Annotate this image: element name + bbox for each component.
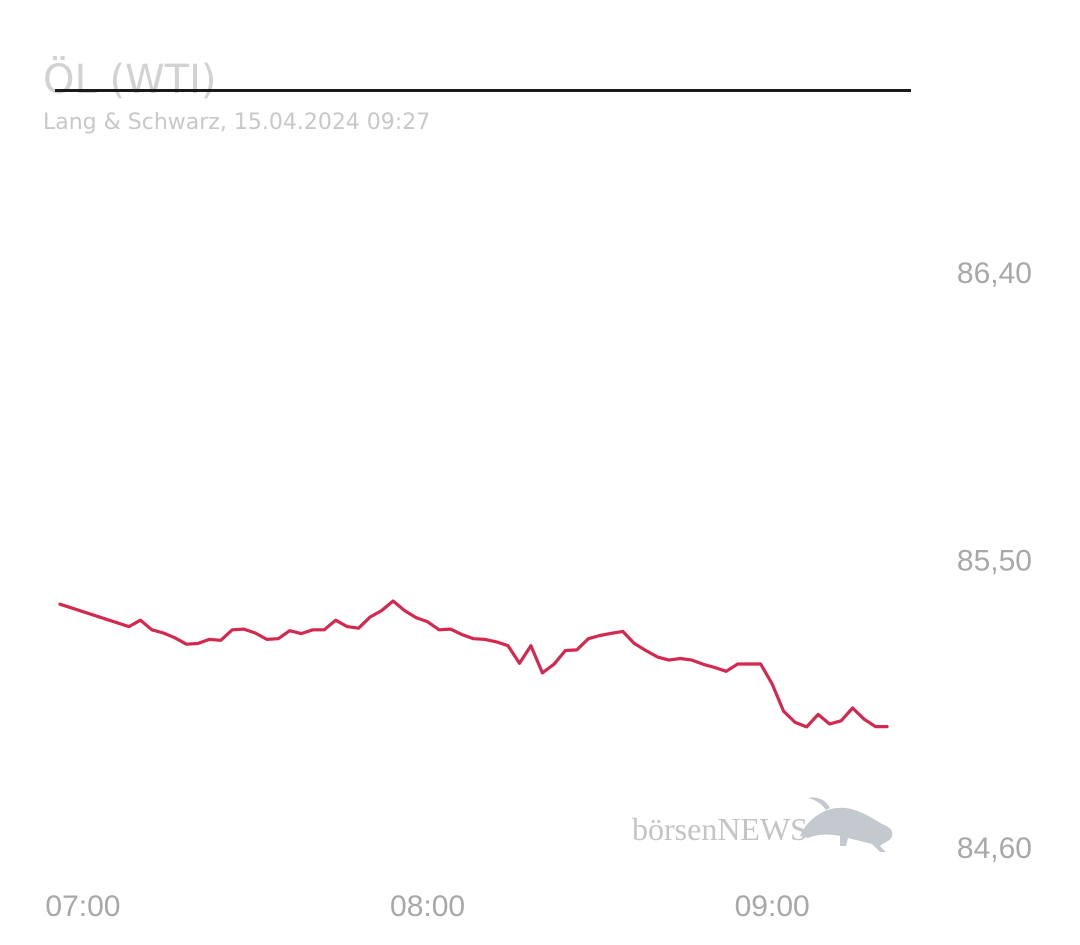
series-layer <box>58 599 889 729</box>
y-tick-label: 85,50 <box>957 545 1032 578</box>
bull-icon <box>800 797 893 852</box>
price-line <box>58 599 889 729</box>
y-tick-label: 84,60 <box>957 832 1032 865</box>
chart-subtitle: Lang & Schwarz, 15.04.2024 09:27 <box>43 110 431 135</box>
x-tick-label: 09:00 <box>735 890 810 923</box>
x-tick-label: 08:00 <box>390 890 465 923</box>
chart-title: ÖL (WTI) <box>43 57 217 103</box>
x-tick-label: 07:00 <box>45 890 120 923</box>
watermark-text: börsenNEWS <box>632 811 808 847</box>
y-axis: 86,40 85,50 84,60 <box>957 257 1032 865</box>
y-tick-label: 86,40 <box>957 257 1032 290</box>
watermark: börsenNEWS <box>632 797 893 852</box>
x-axis: 07:00 08:00 09:00 <box>45 890 809 923</box>
title-underline <box>55 89 911 92</box>
